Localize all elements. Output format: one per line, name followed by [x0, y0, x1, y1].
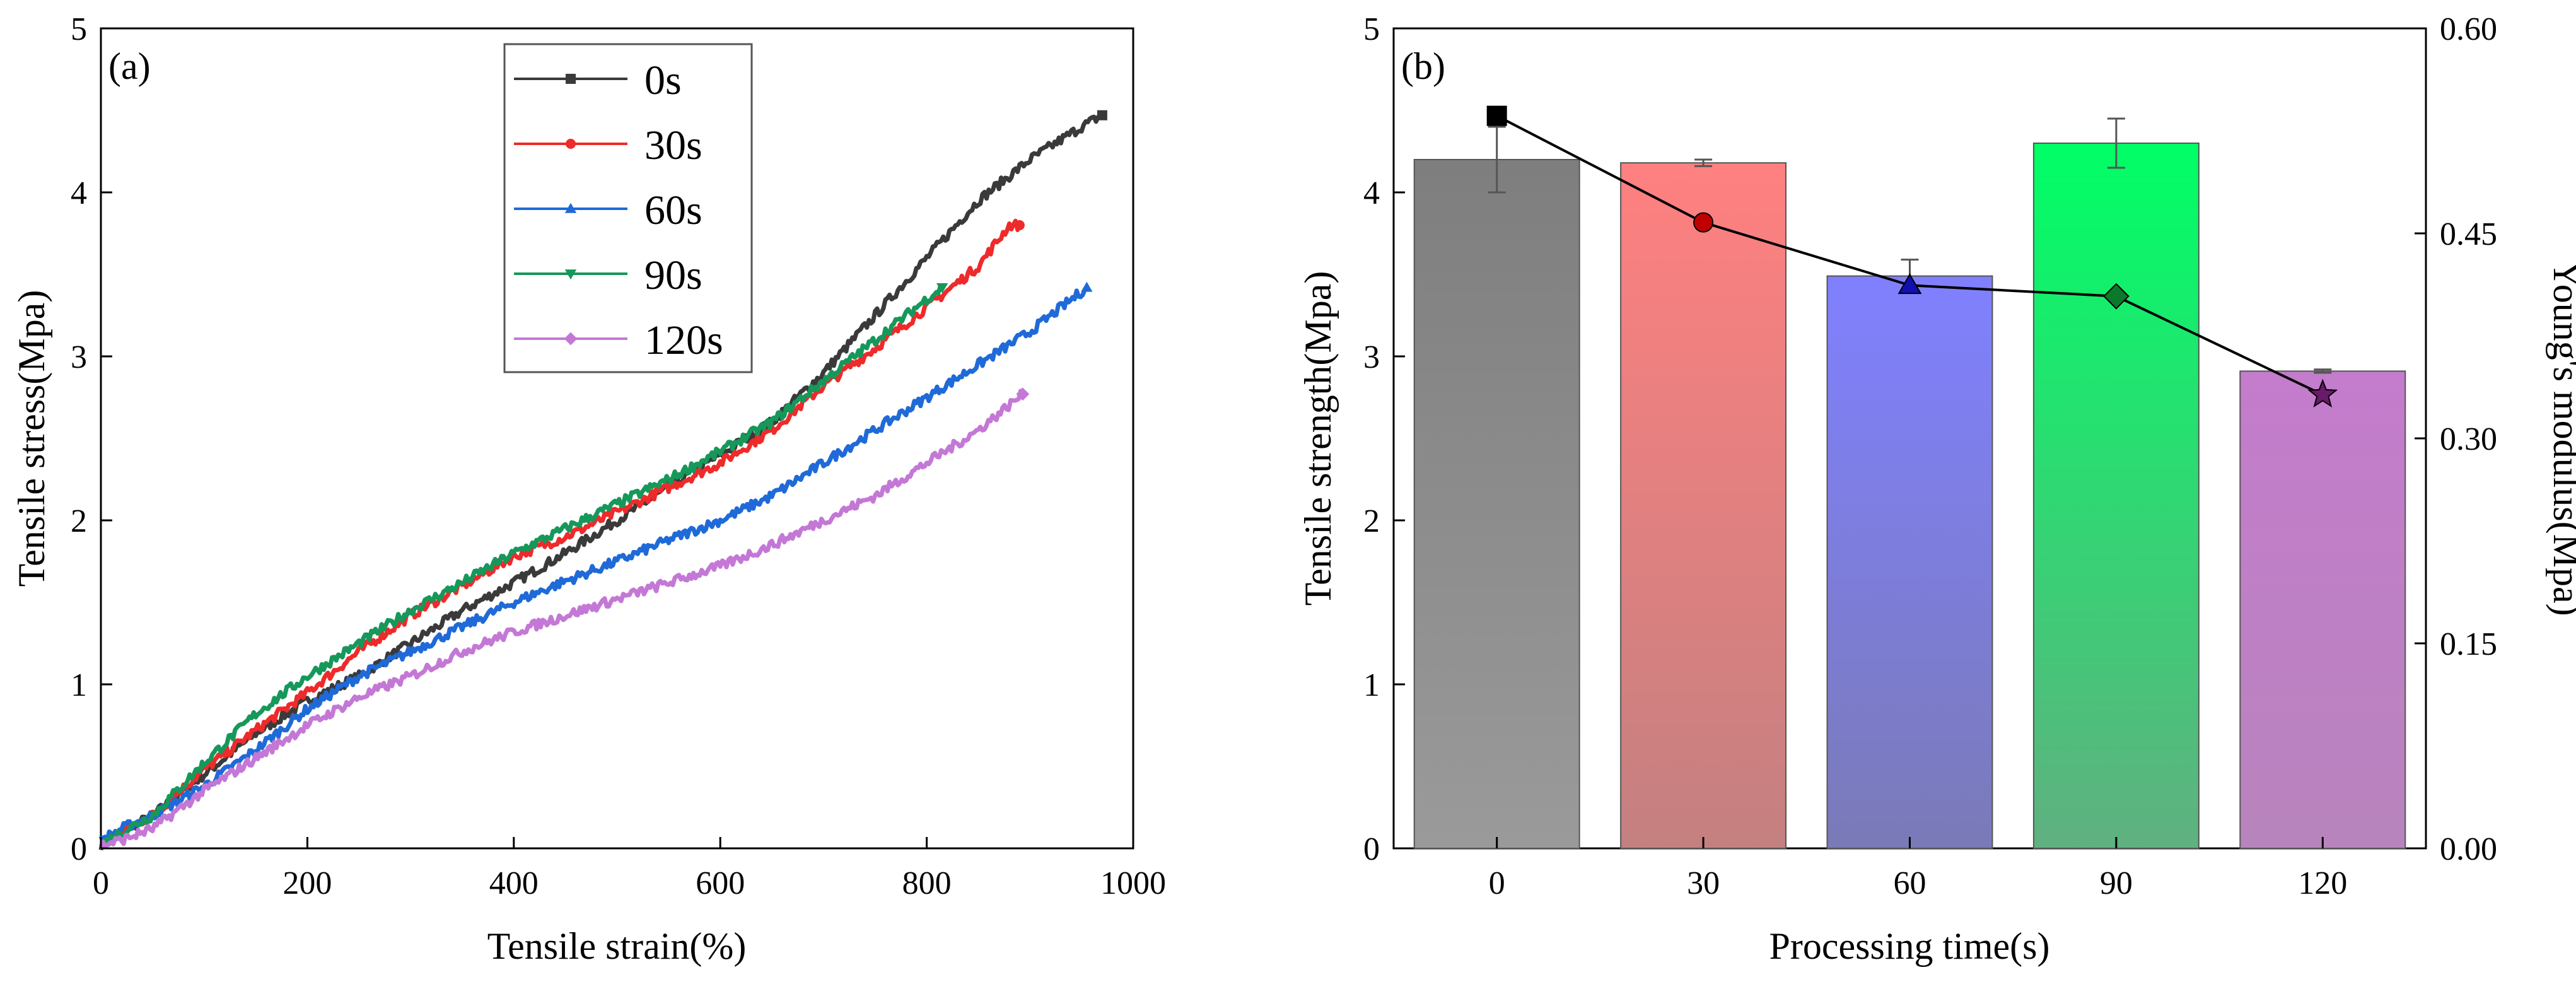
series-endpoint-marker — [1016, 387, 1030, 401]
legend-label: 120s — [644, 317, 723, 363]
series-line-30s — [99, 218, 1022, 848]
series-line-60s — [98, 286, 1089, 844]
x-tick-label: 120 — [2298, 865, 2347, 901]
legend-label: 90s — [644, 252, 702, 298]
y-tick-label: 4 — [71, 175, 87, 211]
series-endpoint-marker — [1014, 220, 1025, 230]
x-tick-label: 0 — [1489, 865, 1505, 901]
y-tick-label: 1 — [1363, 667, 1380, 703]
bar-120 — [2239, 370, 2406, 849]
y-axis-title-a: Tensile stress(Mpa) — [11, 290, 52, 587]
y-axis-title-b: Tensile strength(Mpa) — [1297, 271, 1339, 606]
bar-30 — [1620, 162, 1787, 850]
y-tick-label: 3 — [1363, 339, 1380, 375]
y2-axis-title-b: Young's modulus(Mpa) — [2546, 260, 2576, 616]
axis-ticks-a: 0 200 400 600 800 1000 0 1 2 3 4 5 — [71, 11, 1166, 901]
modulus-point-30 — [1693, 212, 1714, 233]
legend-swatch-marker — [564, 332, 578, 346]
series-endpoint-marker — [936, 283, 948, 293]
series-endpoint-marker — [1081, 281, 1093, 292]
y2-tick-label: 0.00 — [2440, 831, 2497, 867]
y-tick-label: 2 — [71, 503, 87, 539]
chart-panel-a: 0 200 400 600 800 1000 0 1 2 3 4 5 (a) Tensile stra… — [11, 11, 1166, 967]
legend-label: 30s — [644, 122, 702, 168]
x-tick-label: 400 — [489, 865, 539, 901]
y-tick-label: 5 — [1363, 11, 1380, 47]
y-tick-label: 3 — [71, 339, 87, 375]
bar-60 — [1826, 275, 1993, 850]
legend-label: 0s — [644, 57, 682, 103]
x-tick-label: 90 — [2100, 865, 2133, 901]
x-tick-label: 1000 — [1100, 865, 1166, 901]
y-tick-label: 0 — [1363, 831, 1380, 867]
x-tick-label: 30 — [1687, 865, 1720, 901]
legend-a: 0s 30s 60s 90s 120s — [503, 43, 753, 373]
series-line-120s — [98, 389, 1025, 849]
x-tick-label: 800 — [902, 865, 952, 901]
y-tick-label: 1 — [71, 667, 87, 703]
x-axis-title-b: Processing time(s) — [1769, 925, 2050, 967]
bar-group-b — [1413, 117, 2406, 850]
modulus-point-90 — [2102, 283, 2130, 310]
modulus-point-0 — [1486, 105, 1507, 126]
modulus-point-60 — [1897, 273, 1922, 295]
legend-swatch-marker — [564, 269, 577, 280]
legend-swatch-marker — [566, 139, 576, 149]
legend-label: 60s — [644, 187, 702, 233]
y2-tick-label: 0.45 — [2440, 216, 2497, 252]
y-tick-label: 4 — [1363, 175, 1380, 211]
panel-label-a: (a) — [108, 45, 151, 87]
series-endpoint-marker — [1097, 110, 1107, 120]
modulus-line-group-b — [1486, 105, 2338, 408]
y2-tick-label: 0.60 — [2440, 11, 2497, 47]
chart-panel-b: 0 30 60 90 120 0 1 2 3 4 5 0.00 0.15 0.30 0.45 0.60 (b)… — [1297, 11, 2576, 967]
bar-90 — [2032, 143, 2200, 849]
x-tick-label: 60 — [1894, 865, 1926, 901]
x-tick-label: 200 — [283, 865, 332, 901]
axis-ticks-b: 0 30 60 90 120 0 1 2 3 4 5 0.00 0.15 0.30 0.45 0.60 — [1363, 11, 2497, 901]
y-tick-label: 2 — [1363, 503, 1380, 539]
x-tick-label: 0 — [93, 865, 109, 901]
y-tick-label: 5 — [71, 11, 87, 47]
x-tick-label: 600 — [696, 865, 745, 901]
y-tick-label: 0 — [71, 831, 87, 867]
bar-0 — [1413, 159, 1580, 849]
modulus-point-120 — [2307, 378, 2338, 408]
y2-tick-label: 0.30 — [2440, 421, 2497, 457]
y2-tick-label: 0.15 — [2440, 626, 2497, 662]
panel-label-b: (b) — [1401, 45, 1445, 87]
x-axis-title-a: Tensile strain(%) — [487, 925, 747, 967]
series-line-90s — [99, 284, 943, 848]
legend-swatch-marker — [564, 202, 577, 213]
series-group-a — [98, 110, 1107, 851]
legend-swatch-marker — [566, 74, 576, 84]
